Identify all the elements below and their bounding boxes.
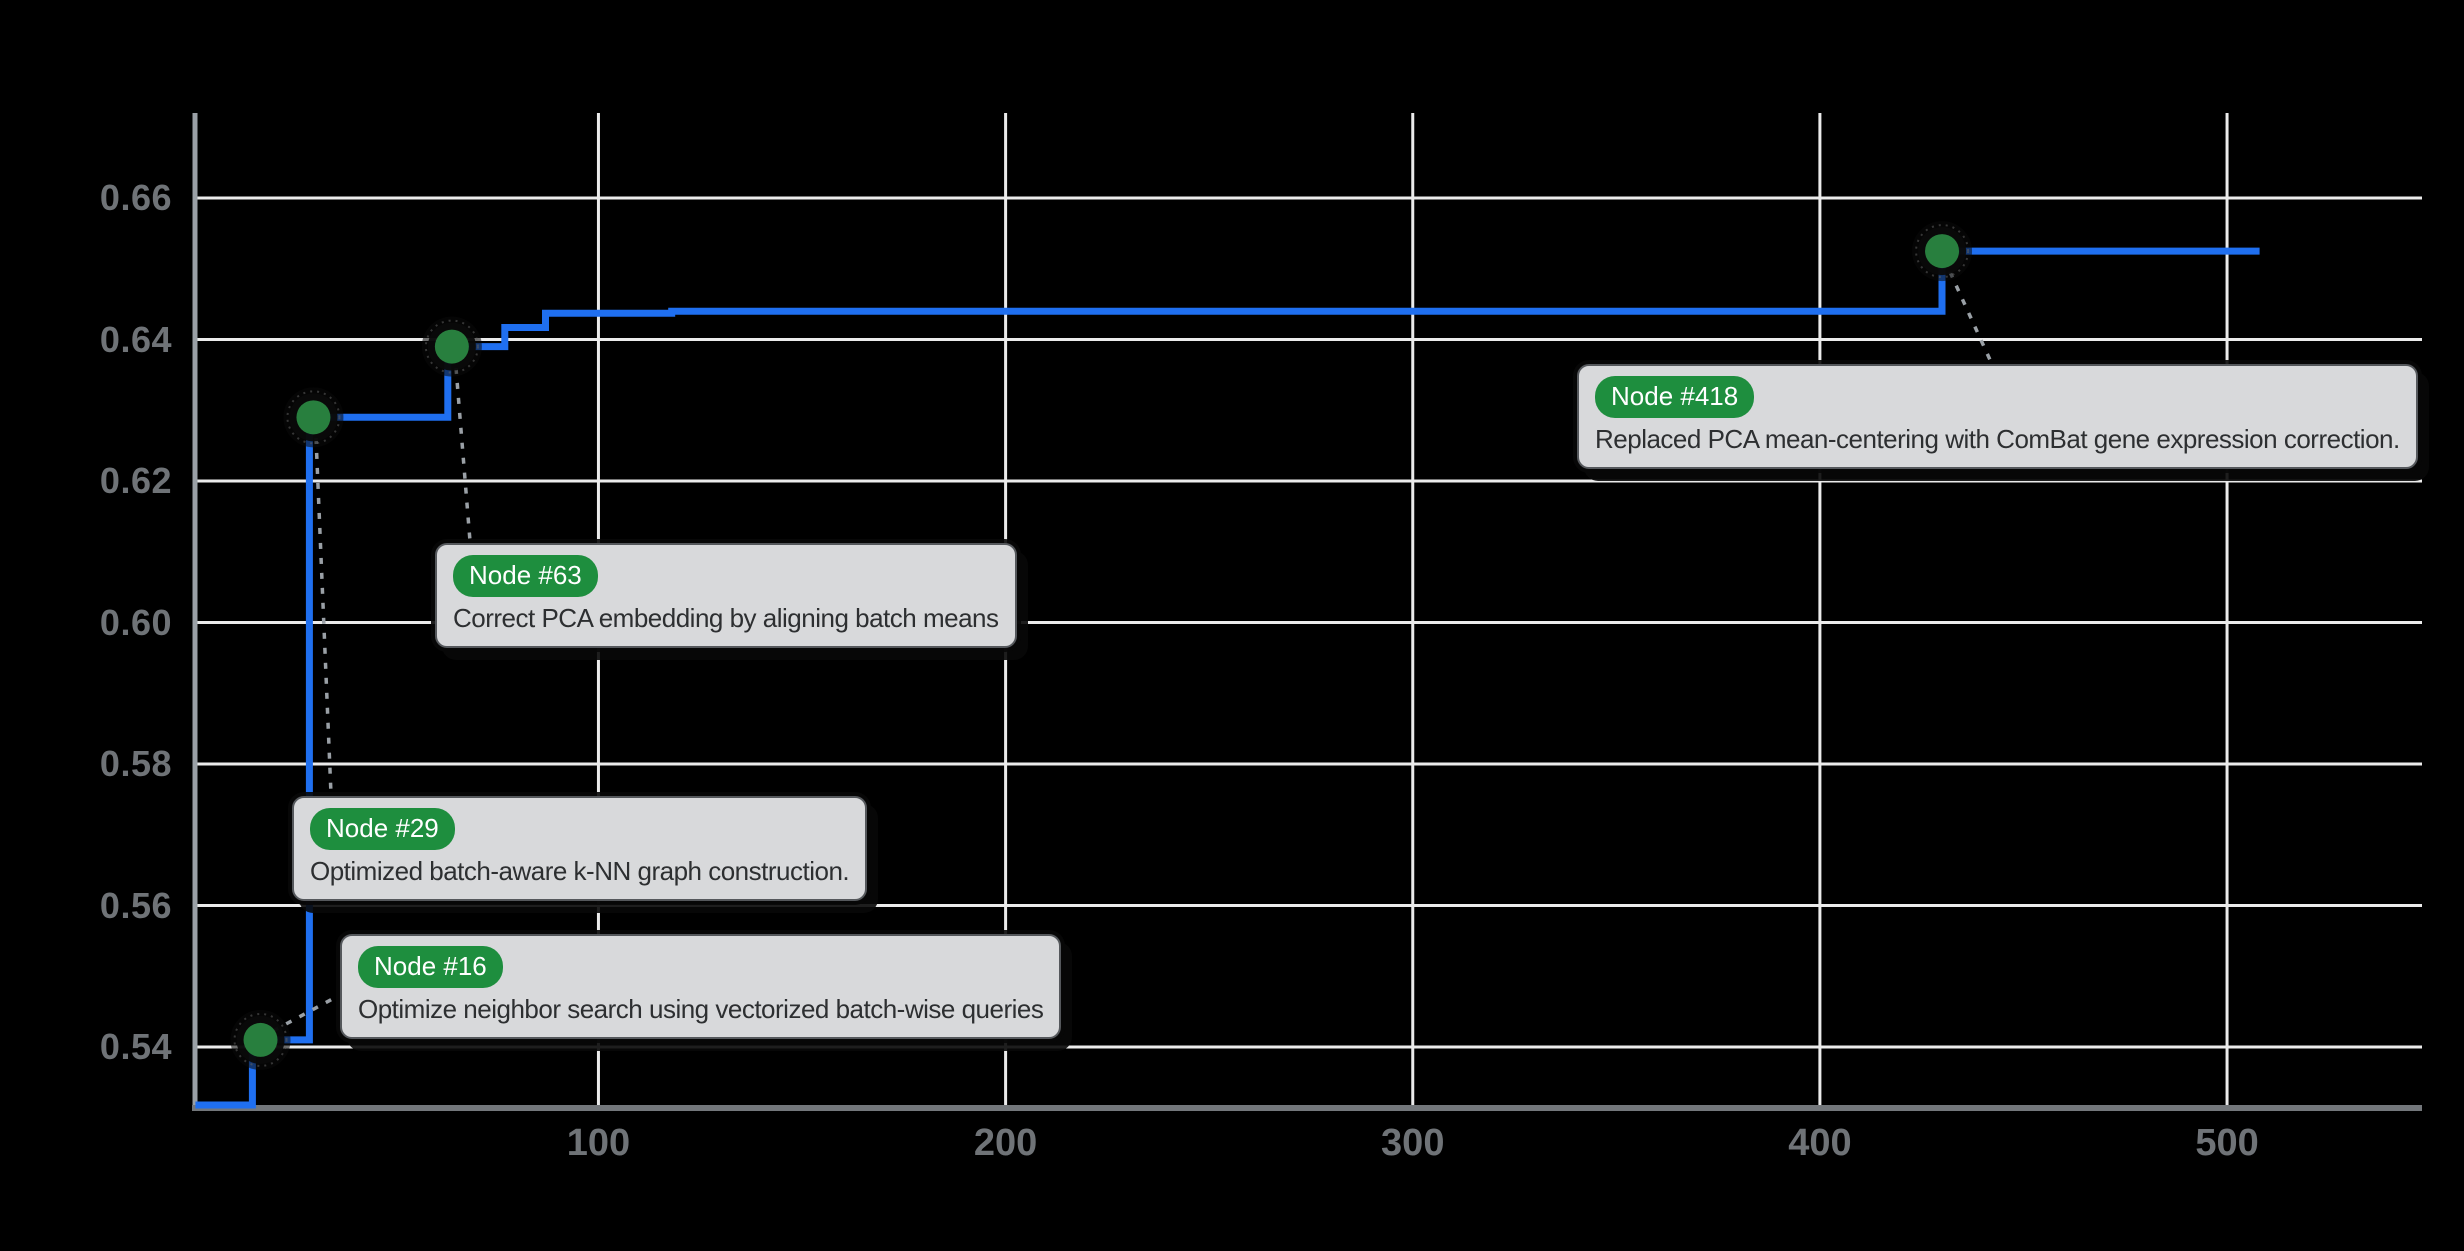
annotation-card: Node #16 Optimize neighbor search using v… bbox=[340, 934, 1062, 1039]
x-axis-tick-label: 400 bbox=[1788, 1122, 1852, 1164]
leader-lines-layer bbox=[272, 271, 1993, 1033]
node-badge: Node #16 bbox=[358, 946, 503, 988]
annotation-leader-line bbox=[272, 994, 339, 1033]
marker-ring bbox=[427, 322, 476, 371]
node-marker bbox=[434, 329, 469, 364]
marker-ring bbox=[236, 1015, 285, 1064]
x-axis-tick-label: 100 bbox=[566, 1122, 631, 1164]
annotation-text: Optimized batch-aware k-NN graph constru… bbox=[310, 856, 850, 886]
y-axis-tick-label: 0.58 bbox=[99, 743, 172, 784]
y-axis-tick-label: 0.54 bbox=[99, 1026, 172, 1067]
y-axis-tick-label: 0.60 bbox=[99, 601, 172, 643]
x-axis-tick-label: 300 bbox=[1381, 1122, 1445, 1164]
y-axis-tick-label: 0.64 bbox=[99, 318, 172, 360]
node-marker bbox=[243, 1022, 278, 1057]
annotation-text: Optimize neighbor search using vectorize… bbox=[358, 994, 1044, 1024]
node-badge: Node #63 bbox=[453, 555, 598, 597]
y-axis-tick-label: 0.62 bbox=[99, 460, 172, 501]
annotation-card: Node #418 Replaced PCA mean-centering wit… bbox=[1577, 364, 2418, 469]
annotation-card: Node #29 Optimized batch-aware k-NN graph… bbox=[292, 796, 868, 901]
y-axis-tick-label: 0.66 bbox=[99, 177, 172, 218]
node-marker bbox=[1925, 234, 1960, 269]
node-markers-layer bbox=[230, 221, 1973, 1070]
x-axis-tick-label: 500 bbox=[2195, 1122, 2259, 1164]
y-axis-tick-label: 0.56 bbox=[99, 884, 172, 926]
annotation-text: Correct PCA embedding by aligning batch … bbox=[453, 603, 999, 633]
node-marker bbox=[296, 400, 331, 435]
annotation-text: Replaced PCA mean-centering with ComBat … bbox=[1595, 424, 2400, 454]
marker-ring bbox=[289, 393, 338, 442]
annotation-leader-line bbox=[454, 367, 472, 542]
node-badge: Node #29 bbox=[310, 808, 455, 850]
annotation-leader-line bbox=[314, 437, 333, 795]
node-badge: Node #418 bbox=[1595, 376, 1755, 418]
marker-ring bbox=[1918, 227, 1967, 276]
annotation-card: Node #63 Correct PCA embedding by alignin… bbox=[435, 543, 1017, 648]
annotation-leader-line bbox=[1948, 271, 1993, 363]
x-axis-tick-label: 200 bbox=[973, 1122, 1038, 1164]
axis-spines bbox=[192, 113, 2422, 1111]
